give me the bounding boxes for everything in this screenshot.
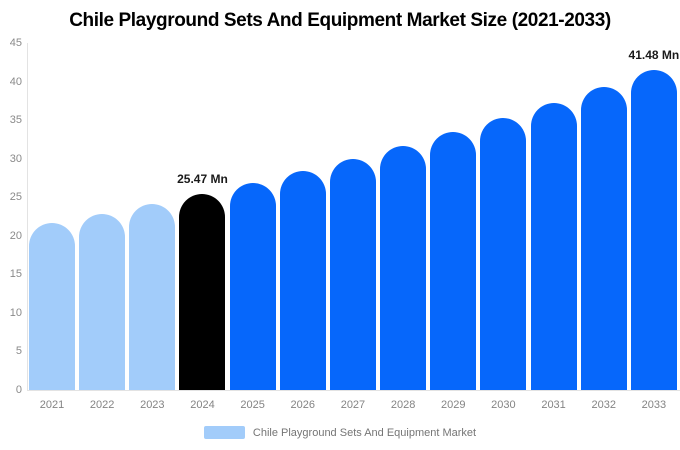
- bar-2022: [79, 213, 126, 390]
- y-tick-30: 30: [9, 152, 22, 165]
- bar-2031: [530, 102, 577, 390]
- value-label-2024: 25.47 Mn: [177, 171, 228, 186]
- bar-group-2025: 2025: [229, 43, 276, 411]
- bar-2024: [179, 193, 226, 390]
- bar-2028: [380, 146, 427, 390]
- bar-group-2032: 2032: [580, 43, 627, 411]
- bar-group-2027: 2027: [329, 43, 376, 411]
- y-tick-5: 5: [15, 345, 22, 358]
- x-tick-2028: 2028: [390, 399, 416, 411]
- x-tick-2026: 2026: [290, 399, 316, 411]
- bar-group-2023: 2023: [129, 43, 176, 411]
- x-tick-2027: 2027: [340, 399, 366, 411]
- y-axis-line: [27, 43, 28, 390]
- bar-2029: [430, 132, 477, 390]
- bar-group-2026: 2026: [279, 43, 326, 411]
- x-tick-2029: 2029: [441, 399, 466, 411]
- bar-2030: [480, 118, 527, 390]
- x-tick-2030: 2030: [491, 399, 516, 411]
- bar-2033: [630, 70, 677, 390]
- x-tick-2033: 2033: [641, 399, 667, 411]
- y-axis: 0 5 10 15 20 25 30 35 40 45: [0, 37, 22, 396]
- bar-2021: [29, 223, 75, 390]
- x-tick-2031: 2031: [541, 399, 566, 411]
- bar-group-2030: 2030: [480, 43, 527, 411]
- bar-2025: [229, 182, 276, 390]
- bar-2026: [279, 171, 326, 390]
- bar-group-2029: 2029: [430, 43, 477, 411]
- x-tick-2022: 2022: [89, 399, 115, 411]
- x-tick-2021: 2021: [39, 399, 65, 411]
- bar-2032: [580, 87, 627, 390]
- y-tick-35: 35: [9, 114, 22, 127]
- y-tick-20: 20: [9, 229, 22, 242]
- legend: Chile Playground Sets And Equipment Mark…: [0, 426, 680, 439]
- y-tick-25: 25: [9, 191, 22, 204]
- y-tick-45: 45: [9, 37, 22, 49]
- bar-series: 2021 2022 2023 25.47 Mn 2024 2025 2026 2027 2028…: [27, 43, 680, 411]
- legend-label: Chile Playground Sets And Equipment Mark…: [252, 426, 477, 439]
- bar-group-2024: 25.47 Mn 2024: [177, 43, 228, 411]
- bar-group-2033: 41.48 Mn 2033: [628, 43, 680, 411]
- bar-group-2021: 2021: [29, 43, 75, 411]
- y-tick-10: 10: [9, 306, 22, 319]
- bar-2023: [129, 204, 176, 390]
- bar-2027: [329, 158, 376, 390]
- chart-title: Chile Playground Sets And Equipment Mark…: [69, 10, 611, 31]
- x-axis-line: [27, 390, 680, 391]
- x-tick-2025: 2025: [240, 399, 265, 411]
- bar-group-2031: 2031: [530, 43, 577, 411]
- x-tick-2023: 2023: [140, 399, 165, 411]
- value-label-2033: 41.48 Mn: [628, 48, 680, 63]
- x-tick-2032: 2032: [591, 399, 616, 411]
- y-tick-15: 15: [9, 268, 22, 281]
- x-tick-2024: 2024: [190, 399, 215, 411]
- legend-swatch: [203, 426, 245, 439]
- bar-group-2028: 2028: [380, 43, 427, 411]
- y-tick-40: 40: [9, 75, 22, 88]
- bar-group-2022: 2022: [79, 43, 126, 411]
- y-tick-0: 0: [15, 384, 22, 396]
